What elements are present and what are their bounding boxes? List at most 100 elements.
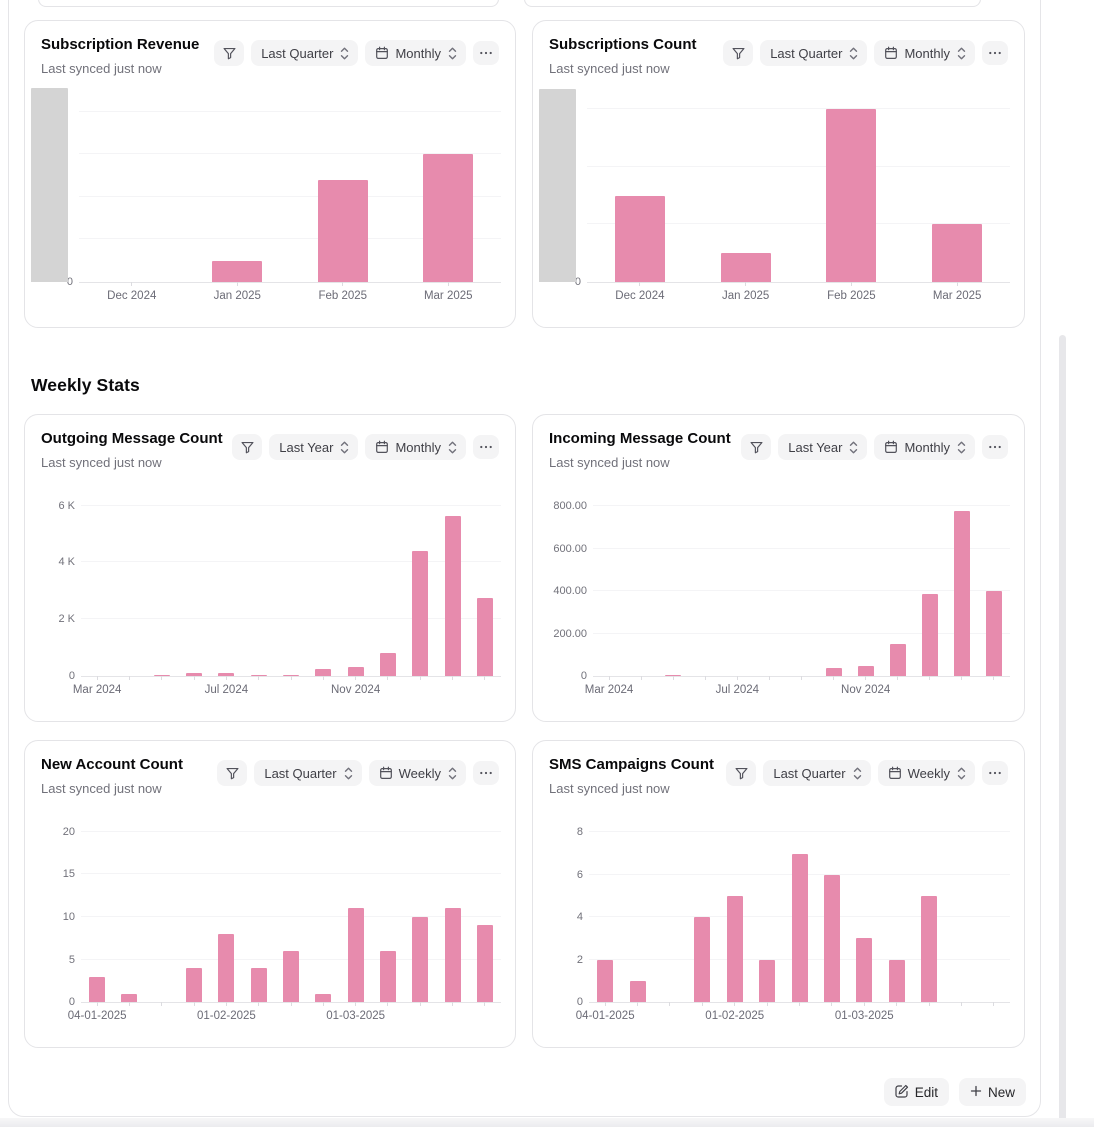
- x-axis-tick: [128, 1002, 130, 1006]
- more-options-button[interactable]: [982, 41, 1008, 65]
- funnel-icon: [240, 440, 255, 455]
- x-tick-label: Nov 2024: [841, 684, 891, 696]
- y-tick-label: 800.00: [553, 500, 587, 513]
- bar: [665, 674, 682, 676]
- card-controls: Last Quarter Weekly: [217, 760, 499, 786]
- y-axis: 0 5 10 15 20: [41, 826, 81, 1008]
- bar: [823, 874, 840, 1002]
- filter-button[interactable]: [726, 760, 757, 786]
- date-range-value: Last Quarter: [773, 765, 846, 781]
- x-tick-label: Jan 2025: [721, 290, 770, 302]
- x-axis-tick: [961, 676, 963, 680]
- x-axis-tick: [831, 1002, 833, 1006]
- x-axis-tick: [801, 676, 802, 680]
- granularity-select[interactable]: Monthly: [365, 40, 466, 66]
- more-options-button[interactable]: [473, 761, 499, 785]
- x-axis-tick: [736, 676, 738, 680]
- date-range-value: Last Year: [279, 439, 334, 455]
- last-synced-text: Last synced just now: [549, 781, 670, 796]
- more-options-button[interactable]: [473, 435, 499, 459]
- x-axis-line: [79, 282, 501, 283]
- bar: [283, 674, 299, 676]
- x-axis-tick: [258, 676, 260, 680]
- x-axis-tick: [322, 1002, 324, 1006]
- bar: [250, 968, 267, 1002]
- card-title: Outgoing Message Count: [41, 430, 223, 447]
- date-range-select[interactable]: Last Quarter: [254, 760, 362, 786]
- filter-button[interactable]: [217, 760, 248, 786]
- x-axis-tick: [96, 676, 98, 680]
- x-tick-label: 01-02-2025: [196, 1010, 256, 1022]
- granularity-select[interactable]: Weekly: [368, 760, 466, 786]
- x-tick-label: 04-01-2025: [575, 1010, 635, 1022]
- granularity-select[interactable]: Monthly: [365, 434, 466, 460]
- date-range-select[interactable]: Last Quarter: [760, 40, 868, 66]
- bar: [629, 980, 646, 1002]
- more-options-button[interactable]: [982, 435, 1008, 459]
- calendar-icon: [884, 440, 898, 454]
- y-axis: 0: [549, 86, 587, 288]
- x-axis-tick: [928, 1002, 930, 1006]
- bar: [317, 179, 368, 282]
- vertical-scrollbar-thumb[interactable]: [1059, 335, 1066, 1122]
- sort-chevrons-icon: [447, 440, 458, 455]
- granularity-select[interactable]: Monthly: [874, 40, 975, 66]
- bar: [857, 666, 874, 676]
- page-background-strip: [0, 1118, 1094, 1127]
- date-range-select[interactable]: Last Year: [778, 434, 868, 460]
- bar: [889, 644, 906, 676]
- date-range-select[interactable]: Last Year: [269, 434, 359, 460]
- date-range-select[interactable]: Last Quarter: [251, 40, 359, 66]
- x-axis-tick: [768, 676, 770, 680]
- plot-area: Mar 2024 Jul 2024 Nov 2024: [73, 500, 501, 696]
- calendar-icon: [375, 440, 389, 454]
- x-tick-label: Mar 2024: [584, 684, 634, 696]
- sort-chevrons-icon: [447, 766, 458, 781]
- bar: [347, 908, 364, 1002]
- cropped-card-above-left: [38, 0, 499, 7]
- filter-button[interactable]: [214, 40, 245, 66]
- bar: [888, 959, 905, 1002]
- pencil-square-icon: [895, 1084, 909, 1101]
- x-axis-tick: [672, 676, 674, 680]
- bar-chart: 0 2 K 4 K 6 K Mar 2024 Jul 2024 Nov 2024: [41, 500, 501, 716]
- new-button[interactable]: New: [958, 1078, 1026, 1106]
- x-axis-tick: [161, 1002, 163, 1006]
- card-header: New Account Count Last synced just now L…: [41, 755, 499, 797]
- chart-card: Subscription Revenue Last synced just no…: [24, 20, 516, 328]
- gridline: [587, 223, 1010, 225]
- bar: [444, 515, 461, 676]
- x-axis-tick: [993, 1002, 995, 1006]
- granularity-select[interactable]: Weekly: [877, 760, 975, 786]
- edit-button[interactable]: Edit: [883, 1078, 949, 1106]
- x-tick-label: Mar 2025: [423, 290, 473, 302]
- x-axis-tick: [193, 1002, 195, 1006]
- chart-card: Incoming Message Count Last synced just …: [532, 414, 1025, 722]
- x-axis-tick: [745, 282, 747, 286]
- granularity-select[interactable]: Monthly: [874, 434, 975, 460]
- x-axis-tick: [355, 1002, 357, 1006]
- filter-button[interactable]: [723, 40, 754, 66]
- gridline: [81, 915, 501, 917]
- y-tick-label: 4 K: [58, 556, 75, 569]
- more-options-button[interactable]: [473, 41, 499, 65]
- gridline: [593, 547, 1010, 549]
- x-axis-tick: [863, 1002, 865, 1006]
- filter-button[interactable]: [741, 434, 772, 460]
- filter-button[interactable]: [232, 434, 263, 460]
- new-button-label: New: [987, 1084, 1015, 1100]
- bar-chart: 0 200.00 400.00 600.00 800.00 Mar 2024 Jul 20…: [549, 500, 1010, 716]
- card-controls: Last Quarter Weekly: [726, 760, 1008, 786]
- card-title: New Account Count: [41, 756, 183, 773]
- x-tick-label: Dec 2024: [615, 290, 665, 302]
- clipped-leading-bar: [539, 88, 576, 282]
- x-tick-label: 04-01-2025: [67, 1010, 127, 1022]
- card-controls: Last Year Monthly: [232, 434, 499, 460]
- more-options-button[interactable]: [982, 761, 1008, 785]
- ellipsis-icon: [479, 766, 493, 780]
- sort-chevrons-icon: [339, 440, 350, 455]
- date-range-select[interactable]: Last Quarter: [763, 760, 871, 786]
- sort-chevrons-icon: [848, 46, 859, 61]
- x-tick-label: Dec 2024: [107, 290, 157, 302]
- bar: [379, 951, 396, 1002]
